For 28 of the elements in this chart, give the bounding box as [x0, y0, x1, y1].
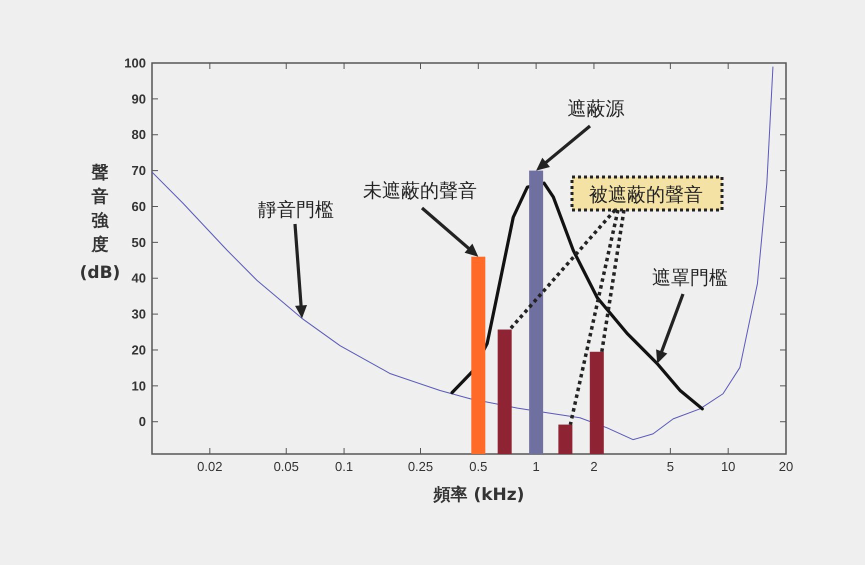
y-tick-label: 30: [132, 306, 146, 322]
x-tick-label: 20: [778, 459, 794, 474]
y-tick-label: 60: [132, 198, 146, 214]
y-tick-label: 40: [132, 270, 146, 286]
x-axis-title: 頻率 (kHz): [432, 485, 524, 505]
x-tick-label: 5: [666, 459, 674, 474]
annotation: 被遮蔽的聲音: [589, 184, 703, 206]
x-tick-label: 0.1: [335, 459, 354, 474]
y-tick-label: 50: [132, 234, 146, 250]
x-tick-label: 0.05: [274, 459, 299, 474]
x-tick-label: 0.5: [469, 459, 488, 474]
x-tick-label: 1: [532, 459, 540, 474]
annotation: 遮罩門檻: [652, 267, 728, 289]
x-tick-label: 10: [720, 459, 736, 474]
y-tick-label: 20: [132, 342, 146, 358]
annotation: 未遮蔽的聲音: [363, 180, 477, 202]
y-tick-label: 80: [132, 127, 146, 142]
y-tick-label: 100: [124, 56, 146, 70]
y-tick-label: 10: [132, 378, 146, 394]
annotation: 遮蔽源: [568, 98, 624, 120]
y-tick-label: 70: [132, 163, 146, 178]
x-tick-label: 0.02: [197, 459, 222, 474]
y-tick-label: 90: [132, 91, 146, 106]
x-tick-label: 2: [590, 459, 598, 474]
y-axis-title: 聲音強度 (dB): [80, 163, 120, 283]
y-tick-label: 0: [138, 414, 146, 430]
annotation: 靜音門檻: [258, 199, 334, 221]
x-tick-label: 0.25: [408, 459, 434, 474]
